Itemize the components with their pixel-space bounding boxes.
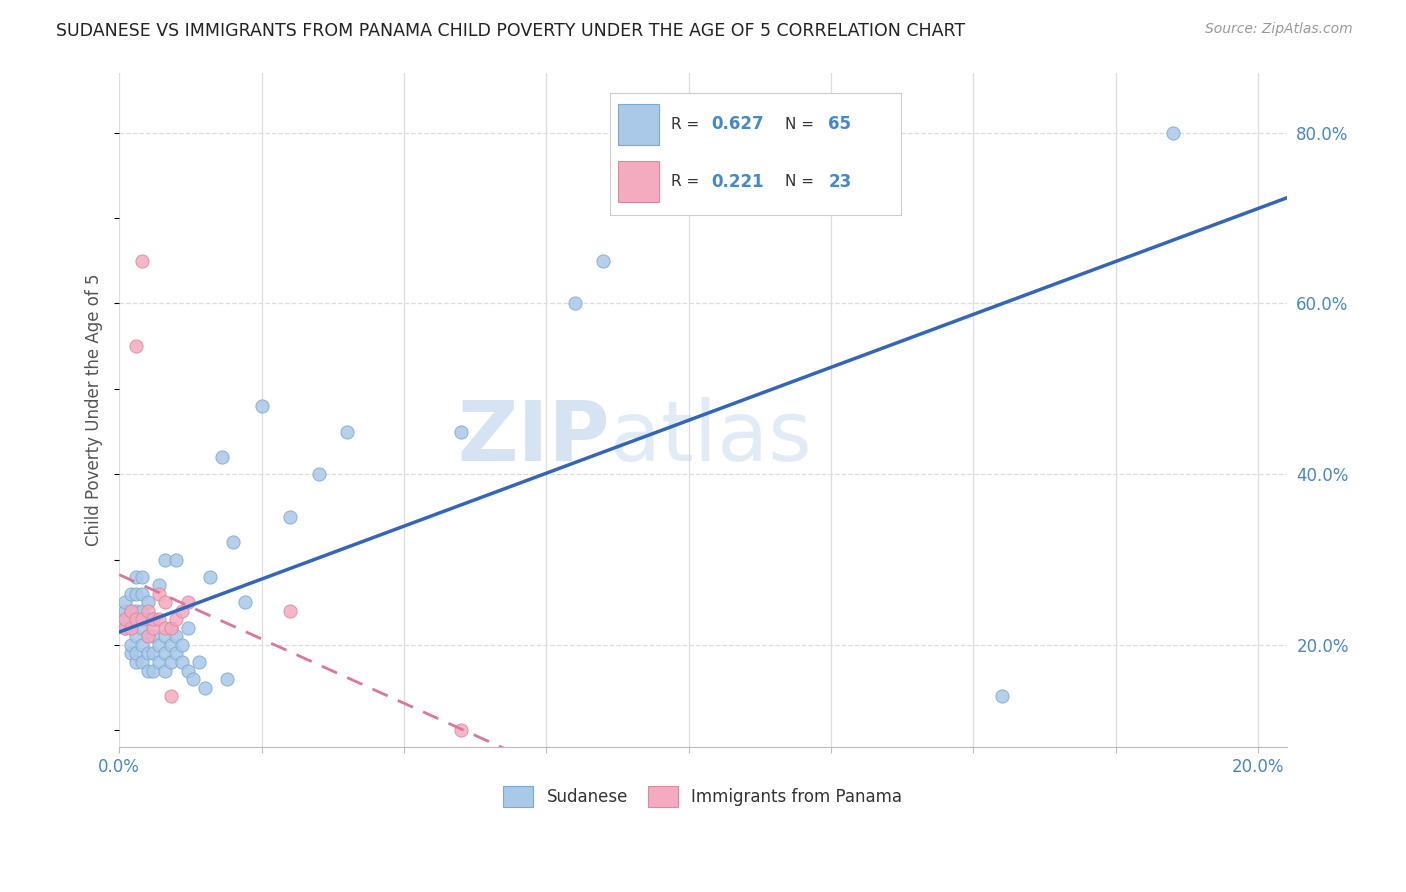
Point — [148, 655, 170, 669]
Point — [222, 535, 245, 549]
Point — [125, 647, 148, 661]
Point — [148, 638, 170, 652]
Point — [120, 621, 142, 635]
Text: SUDANESE VS IMMIGRANTS FROM PANAMA CHILD POVERTY UNDER THE AGE OF 5 CORRELATION : SUDANESE VS IMMIGRANTS FROM PANAMA CHILD… — [56, 22, 966, 40]
Point — [131, 638, 153, 652]
Point — [114, 612, 136, 626]
Point — [120, 638, 142, 652]
Y-axis label: Child Poverty Under the Age of 5: Child Poverty Under the Age of 5 — [86, 274, 103, 547]
Point — [336, 425, 359, 439]
Point — [159, 638, 181, 652]
Point — [148, 578, 170, 592]
Point — [125, 629, 148, 643]
Point — [120, 647, 142, 661]
Text: Source: ZipAtlas.com: Source: ZipAtlas.com — [1205, 22, 1353, 37]
Point — [114, 595, 136, 609]
Point — [136, 604, 159, 618]
Point — [1161, 126, 1184, 140]
Point — [136, 647, 159, 661]
Point — [131, 587, 153, 601]
Point — [125, 604, 148, 618]
Point — [131, 604, 153, 618]
Point — [125, 612, 148, 626]
Point — [142, 629, 165, 643]
Point — [136, 629, 159, 643]
Point — [170, 604, 193, 618]
Point — [136, 612, 159, 626]
Point — [250, 399, 273, 413]
Text: atlas: atlas — [610, 397, 811, 477]
Point — [114, 621, 136, 635]
Point — [278, 509, 301, 524]
Point — [159, 689, 181, 703]
Point — [153, 629, 176, 643]
Point — [114, 621, 136, 635]
Point — [159, 655, 181, 669]
Point — [142, 647, 165, 661]
Point — [564, 296, 586, 310]
Point — [153, 647, 176, 661]
Point — [114, 612, 136, 626]
Point — [165, 552, 187, 566]
Point — [233, 595, 256, 609]
Point — [125, 655, 148, 669]
Point — [153, 552, 176, 566]
Point — [194, 681, 217, 695]
Point — [165, 629, 187, 643]
Point — [125, 339, 148, 353]
Point — [131, 253, 153, 268]
Point — [125, 587, 148, 601]
Point — [153, 664, 176, 678]
Point — [176, 664, 198, 678]
Point — [136, 664, 159, 678]
Point — [153, 621, 176, 635]
Point — [153, 595, 176, 609]
Point — [120, 604, 142, 618]
Point — [450, 425, 472, 439]
Point — [165, 647, 187, 661]
Point — [159, 621, 181, 635]
Point — [211, 450, 233, 464]
Point — [142, 621, 165, 635]
Point — [181, 672, 204, 686]
Point — [114, 604, 136, 618]
Point — [159, 621, 181, 635]
Point — [165, 612, 187, 626]
Text: ZIP: ZIP — [457, 397, 610, 477]
Point — [176, 595, 198, 609]
Point — [131, 655, 153, 669]
Point — [188, 655, 211, 669]
Point — [125, 569, 148, 583]
Point — [142, 612, 165, 626]
Point — [308, 467, 330, 482]
Point — [131, 621, 153, 635]
Point — [120, 604, 142, 618]
Point — [278, 604, 301, 618]
Point — [131, 612, 153, 626]
Point — [170, 638, 193, 652]
Point — [148, 587, 170, 601]
Point — [176, 621, 198, 635]
Point — [991, 689, 1014, 703]
Point — [170, 655, 193, 669]
Point — [136, 629, 159, 643]
Legend: Sudanese, Immigrants from Panama: Sudanese, Immigrants from Panama — [496, 780, 910, 814]
Point — [200, 569, 222, 583]
Point — [125, 612, 148, 626]
Point — [120, 587, 142, 601]
Point — [592, 253, 614, 268]
Point — [142, 664, 165, 678]
Point — [142, 612, 165, 626]
Point — [120, 621, 142, 635]
Point — [450, 723, 472, 738]
Point — [131, 569, 153, 583]
Point — [217, 672, 239, 686]
Point — [136, 595, 159, 609]
Point — [148, 612, 170, 626]
